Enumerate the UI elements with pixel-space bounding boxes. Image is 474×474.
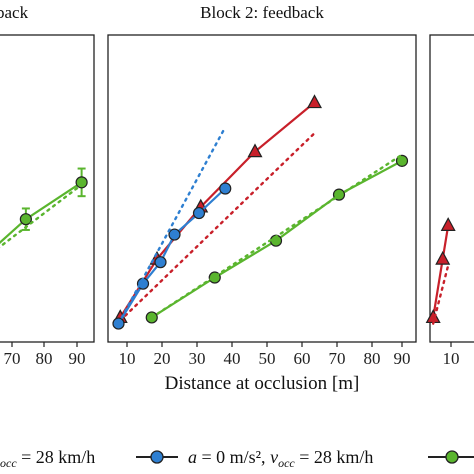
x-tick-label: 70 (329, 349, 346, 368)
data-point (247, 143, 263, 158)
x-tick-label: 20 (154, 349, 171, 368)
panel-right-frame (429, 34, 474, 343)
series-line-0 (119, 101, 316, 319)
x-tick-label: 90 (394, 349, 411, 368)
x-tick-label: 80 (364, 349, 381, 368)
x-tick-label: 30 (189, 349, 206, 368)
legend: vocc = 28 km/h a = 0 m/s², vocc = 28 km/… (0, 447, 474, 470)
data-point (168, 228, 181, 241)
x-tick-label: 80 (36, 349, 53, 368)
series-line-5 (150, 153, 404, 319)
panel-left-title: back (0, 3, 29, 22)
x-tick-label: 40 (224, 349, 241, 368)
series-line-1 (119, 132, 316, 322)
x-tick-label: 10 (443, 349, 460, 368)
series-line-3 (117, 125, 227, 325)
legend-item-2-marker (150, 450, 164, 464)
panel-right-series (425, 217, 456, 325)
series-line-0 (432, 224, 450, 319)
series-line-1 (0, 181, 86, 249)
series-line-2 (117, 187, 227, 325)
panel-middle-series (112, 94, 409, 330)
panel-middle-title: Block 2: feedback (200, 3, 324, 22)
legend-item-3-marker (445, 450, 459, 464)
panel-right-ticks: 10 (443, 342, 460, 368)
data-point (219, 182, 232, 195)
legend-item-1-label: vocc = 28 km/h (0, 447, 95, 470)
x-axis-label: Distance at occlusion [m] (165, 373, 360, 394)
panel-left-ticks: 70 80 90 (4, 342, 86, 368)
panel-middle-frame (107, 34, 417, 343)
data-point (306, 94, 323, 109)
data-point (395, 154, 409, 167)
x-tick-label: 70 (4, 349, 21, 368)
panel-left-frame (0, 34, 95, 343)
data-point (154, 256, 167, 269)
data-point (19, 213, 32, 226)
x-tick-label: 90 (69, 349, 86, 368)
x-tick-label: 50 (259, 349, 276, 368)
panel-middle-ticks: 10 20 30 40 50 60 70 80 90 (119, 342, 411, 368)
x-tick-label: 10 (119, 349, 136, 368)
data-point (440, 217, 456, 231)
series-line-0 (0, 181, 83, 244)
panel-left-series (0, 167, 88, 249)
legend-item-2-label: a = 0 m/s², vocc = 28 km/h (188, 447, 373, 470)
x-tick-label: 60 (294, 349, 311, 368)
data-point (192, 206, 206, 220)
data-point (75, 176, 88, 189)
series-line-1 (432, 264, 450, 325)
data-point (435, 250, 451, 265)
